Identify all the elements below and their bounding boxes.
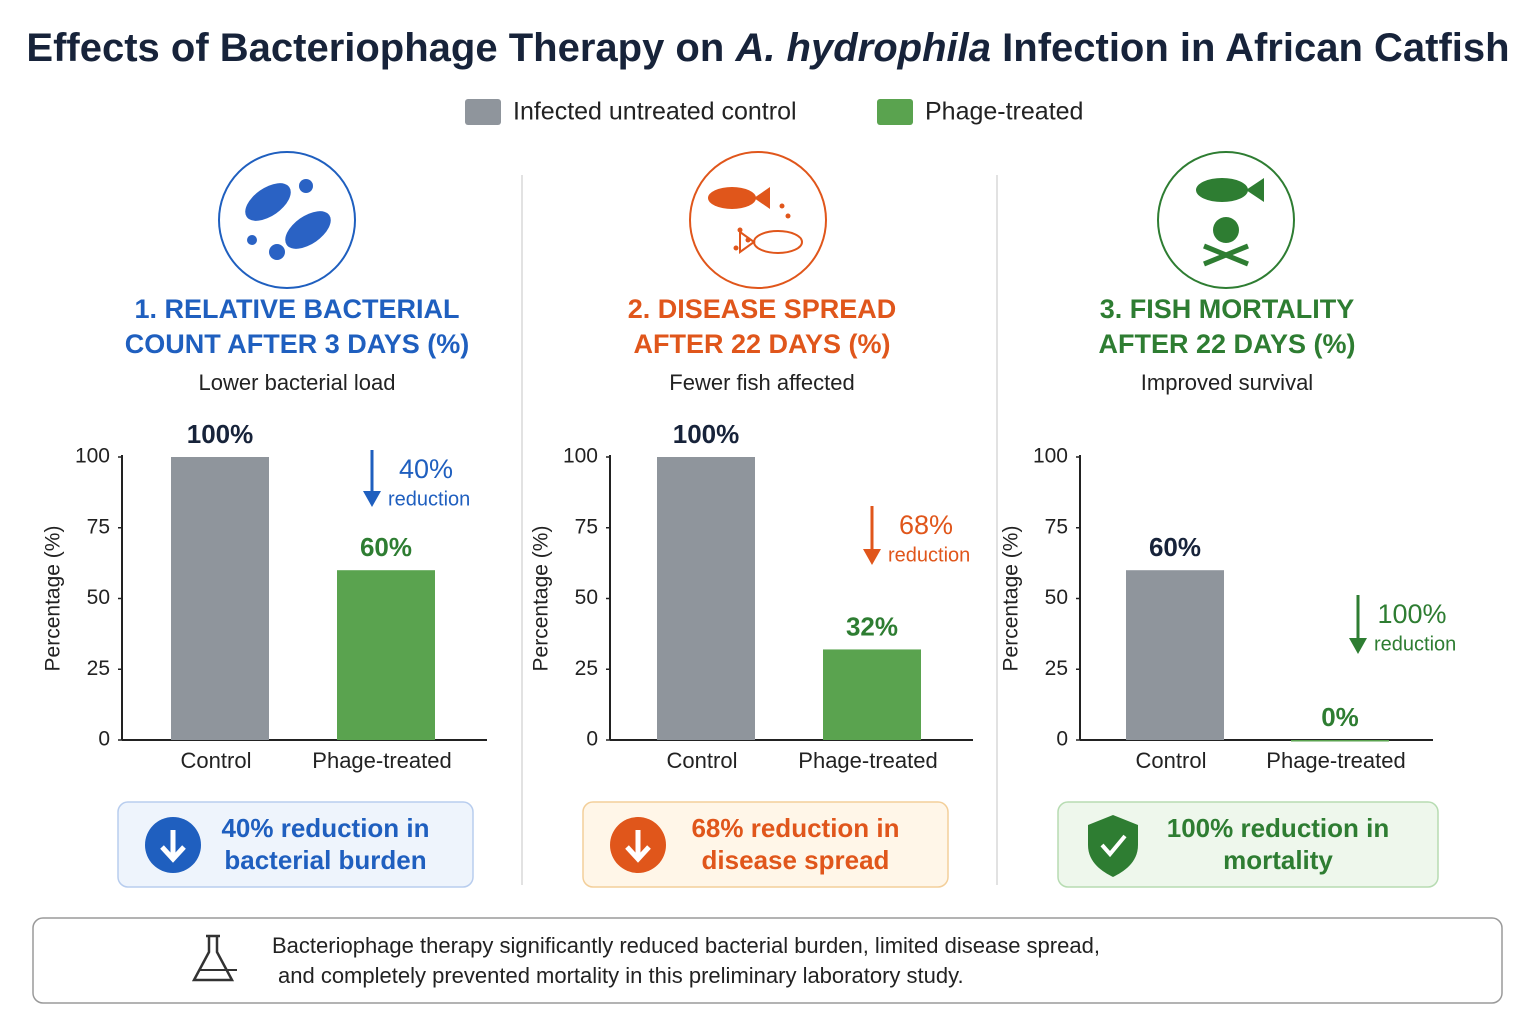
- callout-icon: [1088, 815, 1138, 877]
- callout-icon-arrow: [625, 830, 651, 863]
- footnote-box: [32, 917, 1503, 1004]
- page-title: Effects of Bacteriophage Therapy on A. h…: [26, 26, 1509, 70]
- y-tick-label: 0: [1056, 728, 1068, 751]
- panel-title: 1. RELATIVE BACTERIAL: [134, 294, 459, 324]
- y-tick-label: 25: [87, 657, 110, 680]
- value-label: 60%: [1149, 532, 1201, 562]
- callout-text: disease spread: [702, 845, 890, 875]
- x-tick-label: Control: [1136, 748, 1207, 773]
- callout-icon-arrow: [160, 830, 186, 863]
- panel-title: COUNT AFTER 3 DAYS (%): [125, 329, 470, 359]
- y-tick-label: 25: [575, 657, 598, 680]
- annotation-text: reduction: [1374, 633, 1456, 655]
- legend-label: Infected untreated control: [513, 98, 797, 126]
- mortality-icon: [1157, 151, 1295, 289]
- x-tick-label: Phage-treated: [312, 748, 451, 773]
- y-tick-label: 0: [586, 728, 598, 751]
- y-axis-label: Percentage (%): [1000, 526, 1023, 672]
- annotation-arrowhead: [363, 491, 381, 507]
- y-tick-label: 100: [563, 445, 598, 468]
- y-tick-label: 100: [75, 445, 110, 468]
- callout-box: [582, 801, 949, 888]
- title-part: Infection in African Catfish: [1002, 26, 1509, 70]
- y-tick-label: 75: [1045, 515, 1068, 538]
- bacteria-icon: [218, 151, 356, 289]
- callout-text: 40% reduction in: [221, 813, 429, 843]
- panel-subtitle: Lower bacterial load: [199, 370, 396, 395]
- panel-title: 2. DISEASE SPREAD: [628, 294, 897, 324]
- fish-spread-icon: [689, 151, 827, 289]
- flask-icon: [191, 934, 237, 982]
- value-label: 100%: [673, 419, 740, 449]
- panel-subtitle: Fewer fish affected: [669, 370, 854, 395]
- footnote-line: and completely prevented mortality in th…: [278, 963, 964, 988]
- callout-text: mortality: [1223, 845, 1333, 875]
- x-tick-label: Control: [667, 748, 738, 773]
- callout-box: [117, 801, 474, 888]
- legend-label: Phage-treated: [925, 98, 1083, 126]
- y-tick-label: 0: [98, 728, 110, 751]
- bar: [171, 457, 269, 740]
- legend-swatch: [877, 99, 913, 125]
- bar: [657, 457, 755, 740]
- bar: [823, 649, 921, 740]
- callout-icon-check: [1100, 834, 1127, 858]
- annotation-arrowhead: [863, 549, 881, 565]
- value-label: 0%: [1321, 702, 1359, 732]
- y-tick-label: 25: [1045, 657, 1068, 680]
- annotation-text: reduction: [888, 544, 970, 566]
- bar: [1126, 570, 1224, 740]
- callout-text: 100% reduction in: [1167, 813, 1390, 843]
- x-tick-label: Control: [181, 748, 252, 773]
- panel-title: AFTER 22 DAYS (%): [1098, 329, 1355, 359]
- annotation-value: 68%: [899, 510, 953, 540]
- callout-text: 68% reduction in: [691, 813, 899, 843]
- title-part: Effects of Bacteriophage Therapy on: [26, 26, 724, 70]
- y-axis-label: Percentage (%): [530, 526, 553, 672]
- y-axis-label: Percentage (%): [42, 526, 65, 672]
- x-tick-label: Phage-treated: [798, 748, 937, 773]
- annotation-text: reduction: [388, 488, 470, 510]
- callout-box: [1057, 801, 1439, 888]
- annotation-value: 100%: [1377, 599, 1446, 629]
- y-tick-label: 75: [575, 515, 598, 538]
- bar: [337, 570, 435, 740]
- panel-title: 3. FISH MORTALITY: [1100, 294, 1355, 324]
- panel-subtitle: Improved survival: [1141, 370, 1313, 395]
- y-tick-label: 50: [87, 586, 110, 609]
- panel-title: AFTER 22 DAYS (%): [633, 329, 890, 359]
- value-label: 100%: [187, 419, 254, 449]
- value-label: 32%: [846, 611, 898, 641]
- y-tick-label: 50: [575, 586, 598, 609]
- charts: 1. RELATIVE BACTERIAL COUNT AFTER 3 DAYS …: [42, 294, 1456, 888]
- y-tick-label: 50: [1045, 586, 1068, 609]
- footnote-line: Bacteriophage therapy significantly redu…: [272, 933, 1100, 958]
- y-tick-label: 75: [87, 515, 110, 538]
- callout-text: bacterial burden: [224, 845, 426, 875]
- annotation-value: 40%: [399, 454, 453, 484]
- bar: [1291, 740, 1389, 742]
- legend: Infected untreated control Phage-treated: [465, 98, 1083, 126]
- x-tick-label: Phage-treated: [1266, 748, 1405, 773]
- y-tick-label: 100: [1033, 445, 1068, 468]
- legend-swatch: [465, 99, 501, 125]
- value-label: 60%: [360, 532, 412, 562]
- annotation-arrowhead: [1349, 638, 1367, 654]
- title-part: A. hydrophila: [734, 26, 991, 70]
